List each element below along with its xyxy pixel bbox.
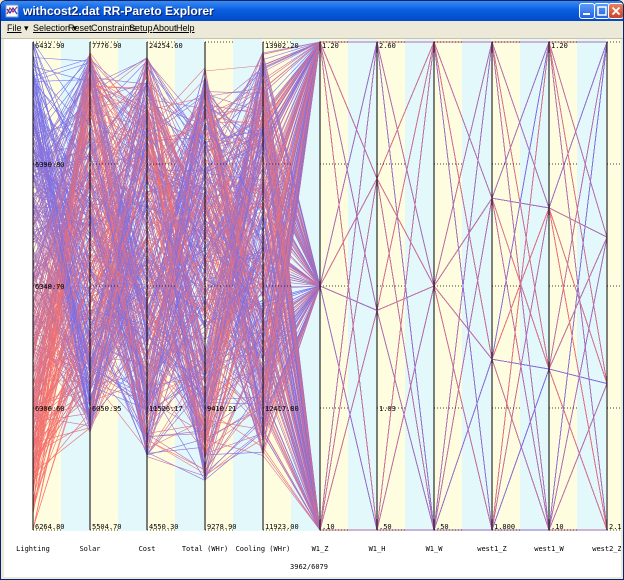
menu-selection-arrow-icon: ▾ bbox=[72, 23, 78, 33]
tick-label: 9278.90 bbox=[207, 523, 237, 531]
tick-label: 7776.90 bbox=[92, 42, 122, 50]
tick-label: 11923.00 bbox=[265, 523, 299, 531]
axis-label[interactable]: Total (WHr) bbox=[182, 545, 228, 553]
axis-label[interactable]: Cost bbox=[139, 545, 156, 553]
tick-label: 12417.80 bbox=[265, 405, 299, 413]
tick-label: 6264.80 bbox=[35, 523, 65, 531]
axis-band bbox=[320, 39, 348, 531]
selection-count: 3962/6079 bbox=[290, 563, 328, 571]
tick-label: .10 bbox=[551, 523, 564, 531]
menu-selection[interactable]: Selection ▾ bbox=[33, 23, 77, 34]
axis-band bbox=[577, 39, 606, 531]
close-icon bbox=[611, 6, 621, 16]
tick-label: 9410.21 bbox=[207, 405, 237, 413]
axis-band bbox=[377, 39, 405, 531]
axis-band bbox=[492, 39, 520, 531]
tick-label: 6348.70 bbox=[35, 283, 65, 291]
axis-label[interactable]: W1_Z bbox=[312, 545, 329, 553]
tick-label: 1.20 bbox=[551, 42, 568, 50]
tick-label: 13902.20 bbox=[265, 42, 299, 50]
menu-bar: File ▾ Selection ▾ Reset Constraints Set… bbox=[1, 21, 623, 39]
menu-help[interactable]: Help bbox=[176, 23, 195, 33]
menu-help-label: Help bbox=[176, 23, 195, 33]
tick-label: .50 bbox=[436, 523, 449, 531]
close-button[interactable] bbox=[608, 3, 623, 19]
axis-band bbox=[462, 39, 491, 531]
menu-reset[interactable]: Reset bbox=[68, 23, 92, 33]
tick-label: 24254.60 bbox=[149, 42, 183, 50]
axes: 6432.90 6390.80 6348.70 6306.60 6264.80 Light… bbox=[16, 41, 621, 553]
app-icon bbox=[5, 4, 19, 18]
menu-selection-label: Selection bbox=[33, 23, 71, 33]
tick-label: 2.60 bbox=[379, 42, 396, 50]
axis-label[interactable]: west1_W bbox=[534, 545, 564, 553]
tick-label: .50 bbox=[379, 523, 392, 531]
title-bar[interactable]: withcost2.dat RR-Pareto Explorer bbox=[1, 1, 623, 21]
axis-label[interactable]: west2_Z bbox=[592, 545, 621, 553]
minimize-button[interactable] bbox=[579, 3, 595, 19]
menu-file-arrow-icon: ▾ bbox=[24, 23, 29, 33]
axis-band bbox=[607, 39, 621, 531]
tick-label: 6390.80 bbox=[35, 161, 65, 169]
axis-label[interactable]: west1_Z bbox=[477, 545, 507, 553]
minimize-icon bbox=[583, 13, 590, 15]
menu-setup[interactable]: Setup bbox=[129, 23, 153, 33]
tick-label: 1.800 bbox=[494, 523, 515, 531]
menu-about[interactable]: About bbox=[153, 23, 177, 33]
axis-label[interactable]: W1_H bbox=[369, 545, 386, 553]
tick-label: 11526.17 bbox=[149, 405, 183, 413]
menu-constraints[interactable]: Constraints bbox=[91, 23, 137, 33]
axis-band bbox=[405, 39, 434, 531]
axis-band bbox=[348, 39, 377, 531]
axis-label[interactable]: Solar bbox=[79, 545, 100, 553]
menu-constraints-label: Constraints bbox=[91, 23, 137, 33]
menu-file-label: File bbox=[7, 23, 22, 33]
window-title: withcost2.dat RR-Pareto Explorer bbox=[23, 4, 214, 18]
parallel-coordinates-plot[interactable]: 6432.90 6390.80 6348.70 6306.60 6264.80 Light… bbox=[4, 39, 621, 577]
maximize-icon bbox=[597, 6, 607, 16]
tick-label: 1.20 bbox=[322, 42, 339, 50]
axis-label[interactable]: W1_W bbox=[426, 545, 444, 553]
tick-label: 5504.70 bbox=[92, 523, 122, 531]
axis-band bbox=[434, 39, 462, 531]
tick-label: 2.1 bbox=[609, 523, 621, 531]
tick-label: .10 bbox=[322, 523, 335, 531]
menu-setup-label: Setup bbox=[129, 23, 153, 33]
axis-label[interactable]: Cooling (WHr) bbox=[236, 545, 291, 553]
tick-label: 6432.90 bbox=[35, 42, 65, 50]
tick-label: 6306.60 bbox=[35, 405, 65, 413]
menu-file[interactable]: File ▾ bbox=[7, 23, 29, 34]
tick-label: 4550.30 bbox=[149, 523, 179, 531]
parallel-coordinates-svg[interactable]: 6432.90 6390.80 6348.70 6306.60 6264.80 Light… bbox=[4, 39, 621, 577]
menu-about-label: About bbox=[153, 23, 177, 33]
tick-label: 6050.35 bbox=[92, 405, 122, 413]
menu-reset-label: Reset bbox=[68, 23, 92, 33]
axis-label[interactable]: Lighting bbox=[16, 545, 50, 553]
tick-label: 1.03 bbox=[379, 405, 396, 413]
